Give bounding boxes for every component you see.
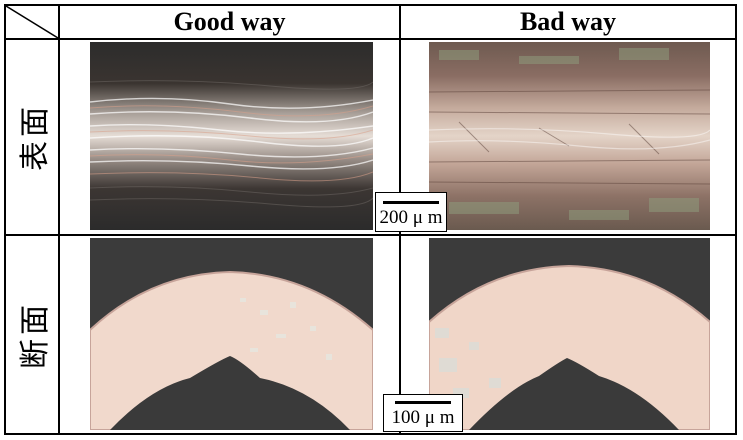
column-header-good: Good way bbox=[173, 7, 286, 36]
row-label-surface: 表面 bbox=[6, 40, 58, 234]
good-section-micrograph bbox=[90, 238, 373, 430]
good-surface-micrograph bbox=[90, 42, 373, 230]
grid-line-col1 bbox=[58, 6, 60, 433]
comparison-table: Good way Bad way 表面 断面 bbox=[4, 4, 737, 435]
column-header-bad: Bad way bbox=[519, 7, 617, 36]
grid-line-header bbox=[6, 38, 735, 40]
scale-bar-surface-line bbox=[383, 201, 439, 204]
scale-bar-section: 100 μ m bbox=[383, 394, 463, 432]
row-label-surface-text: 表面 bbox=[18, 103, 53, 171]
row-label-section-text: 断面 bbox=[18, 300, 53, 369]
bad-surface-micrograph bbox=[429, 42, 710, 230]
bad-section-micrograph bbox=[429, 238, 710, 430]
scale-bar-surface: 200 μ m bbox=[375, 192, 447, 232]
scale-bar-section-label: 100 μ m bbox=[391, 407, 455, 428]
row-label-section: 断面 bbox=[6, 236, 58, 433]
grid-line-row bbox=[6, 234, 735, 236]
scale-bar-surface-label: 200 μ m bbox=[379, 207, 443, 228]
scale-bar-section-line bbox=[395, 401, 451, 404]
corner-diagonal bbox=[6, 6, 58, 38]
